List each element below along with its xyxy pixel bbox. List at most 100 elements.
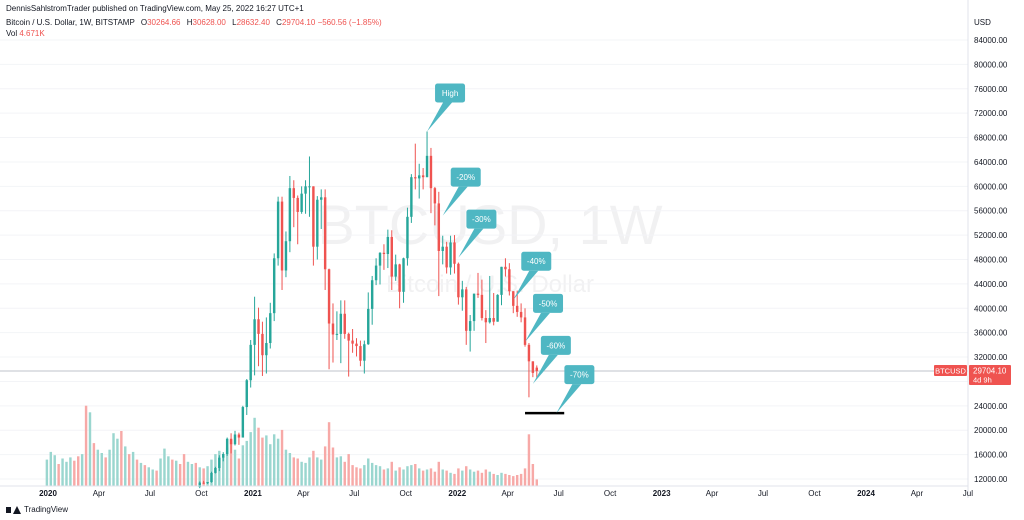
high-key: H: [186, 18, 193, 27]
candle-body: [504, 266, 507, 270]
time-axis[interactable]: 2020 Apr Jul Oct 2021 Apr Jul Oct 2022 Apr Jul Oct 2…: [39, 489, 973, 498]
symbol-title: Bitcoin / U.S. Dollar, 1W, BITSTAMP: [6, 18, 135, 27]
x-tick-label: Oct: [808, 489, 821, 498]
close-key: C: [276, 18, 282, 27]
volume-bar: [45, 459, 49, 486]
candle-body: [508, 269, 511, 292]
volume-bar: [182, 454, 186, 486]
volume-bar: [178, 464, 182, 486]
volume-bar: [421, 470, 425, 486]
volume-bar: [296, 458, 299, 486]
candle-body: [257, 319, 260, 334]
volume-bar: [378, 466, 382, 486]
volume-bar: [355, 467, 358, 486]
candle-body: [237, 434, 241, 438]
callout[interactable]: -30%: [458, 209, 497, 258]
callout-pointer: [525, 312, 551, 342]
price-axis[interactable]: USD 84000.00 80000.00 76000.00 72000.00 6800…: [974, 18, 1008, 484]
callout-pointer: [458, 228, 484, 258]
candle-body: [331, 323, 335, 335]
y-tick-label: 40000.00: [974, 304, 1008, 313]
y-tick-label: 56000.00: [974, 207, 1008, 216]
volume-bar: [159, 458, 162, 486]
y-tick-label: 24000.00: [974, 402, 1008, 411]
low-value: 28632.40: [236, 18, 270, 27]
x-tick-label: Apr: [297, 489, 310, 498]
currency-label: USD: [974, 18, 991, 27]
candle-body: [472, 293, 476, 322]
candle-body: [214, 468, 217, 473]
footer-brand[interactable]: TradingView: [6, 505, 68, 514]
open-key: O: [140, 18, 148, 27]
volume-bar: [253, 417, 256, 486]
volume-bar: [194, 462, 198, 486]
volume-bar: [453, 473, 456, 486]
callout[interactable]: -20%: [442, 167, 481, 216]
candle-body: [292, 188, 296, 198]
volume-bar: [108, 449, 111, 486]
callout[interactable]: -40%: [513, 251, 552, 300]
volume-bar: [61, 458, 64, 486]
volume-bar: [80, 454, 84, 486]
volume-bar: [468, 469, 472, 486]
candle-body: [492, 318, 495, 322]
candle-body: [280, 201, 284, 271]
candle-body: [343, 313, 346, 334]
candle-body: [484, 318, 488, 323]
volume-bar: [429, 468, 433, 486]
volume-bar: [488, 471, 491, 486]
candle-body: [284, 241, 288, 271]
callout[interactable]: -60%: [532, 335, 571, 384]
x-tick-label: Oct: [400, 489, 413, 498]
callout-label: -50%: [539, 299, 558, 308]
candle-body: [269, 313, 272, 344]
volume-bar: [515, 475, 519, 486]
callout-pointer: [532, 354, 558, 384]
volume-bar: [104, 457, 107, 486]
volume-bar: [292, 457, 296, 486]
volume-bar: [359, 468, 362, 486]
x-tick-label: 2022: [448, 489, 466, 498]
candle-body: [316, 199, 319, 247]
candle-body: [476, 293, 480, 295]
open-value: 30264.66: [147, 18, 181, 27]
volume-bar: [492, 473, 495, 486]
candle-body: [386, 236, 390, 255]
y-tick-label: 64000.00: [974, 158, 1008, 167]
volume-bar: [245, 440, 248, 486]
candle-body: [355, 343, 358, 347]
high-value: 30628.00: [192, 18, 226, 27]
volume-legend[interactable]: Vol 4.671K: [6, 29, 45, 38]
volume-bar: [96, 449, 100, 486]
volume-bar: [135, 459, 139, 486]
x-tick-label: 2023: [653, 489, 671, 498]
candle-body: [245, 380, 248, 408]
volume-bar: [88, 412, 92, 486]
candle-body: [296, 197, 299, 212]
callout[interactable]: High: [427, 83, 466, 132]
callout[interactable]: -50%: [525, 293, 564, 342]
symbol-legend[interactable]: Bitcoin / U.S. Dollar, 1W, BITSTAMP O302…: [6, 18, 382, 27]
change-value: −560.56 (−1.85%): [317, 18, 382, 27]
candle-body: [515, 305, 519, 312]
volume-bar: [276, 438, 280, 486]
y-tick-label: 68000.00: [974, 134, 1008, 143]
volume-bar: [465, 466, 468, 486]
callout-box: [521, 251, 552, 271]
callout[interactable]: -70%: [556, 365, 595, 414]
y-tick-label: 20000.00: [974, 426, 1008, 435]
candle-body: [222, 454, 225, 458]
volume-bar: [343, 461, 346, 486]
volume-bar: [155, 470, 158, 486]
candle-body: [265, 343, 268, 356]
candle-body: [512, 291, 515, 306]
x-tick-label: Oct: [604, 489, 617, 498]
candle-body: [449, 242, 452, 268]
candle-body: [218, 457, 221, 469]
volume-bar: [304, 462, 307, 486]
candle-body: [429, 155, 433, 189]
candle-body: [488, 318, 491, 323]
candle-body: [335, 333, 339, 335]
annotations: High -20% -30% -40% -50% -60% -70%: [427, 83, 595, 415]
